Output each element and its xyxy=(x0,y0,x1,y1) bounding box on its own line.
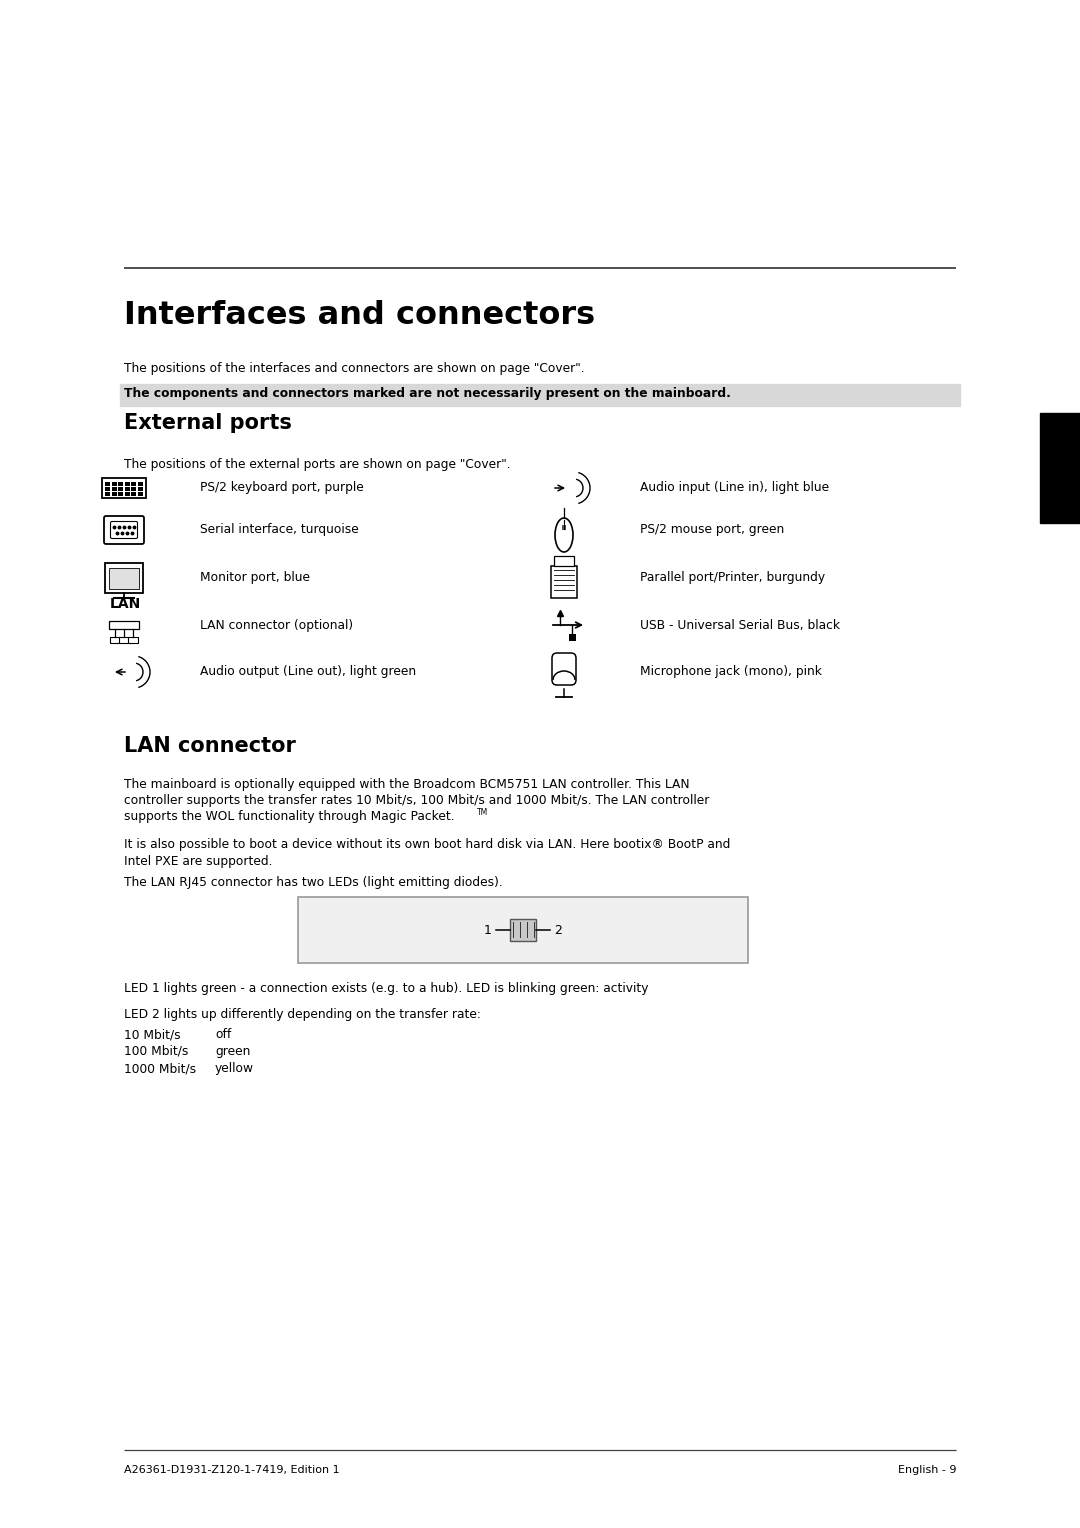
Text: The positions of the external ports are shown on page "Cover".: The positions of the external ports are … xyxy=(124,458,511,471)
Bar xyxy=(109,568,139,588)
Bar xyxy=(118,492,123,495)
Text: controller supports the transfer rates 10 Mbit/s, 100 Mbit/s and 1000 Mbit/s. Th: controller supports the transfer rates 1… xyxy=(124,795,710,807)
Bar xyxy=(562,526,566,530)
Text: English - 9: English - 9 xyxy=(897,1465,956,1475)
Text: off: off xyxy=(215,1028,231,1041)
Bar xyxy=(111,481,117,486)
Text: yellow: yellow xyxy=(215,1062,254,1076)
FancyBboxPatch shape xyxy=(110,521,137,538)
Bar xyxy=(137,481,143,486)
Text: External ports: External ports xyxy=(124,413,292,432)
Text: Audio output (Line out), light green: Audio output (Line out), light green xyxy=(200,666,416,678)
Bar xyxy=(105,487,110,490)
Text: The mainboard is optionally equipped with the Broadcom BCM5751 LAN controller. T: The mainboard is optionally equipped wit… xyxy=(124,778,690,792)
Text: PS/2 keyboard port, purple: PS/2 keyboard port, purple xyxy=(200,481,364,495)
Bar xyxy=(131,492,136,495)
Bar xyxy=(111,492,117,495)
Bar xyxy=(131,481,136,486)
Text: green: green xyxy=(215,1045,251,1057)
Bar xyxy=(1040,413,1080,523)
Bar xyxy=(554,556,573,565)
Text: supports the WOL functionality through Magic Packet.: supports the WOL functionality through M… xyxy=(124,810,455,824)
Text: LAN connector: LAN connector xyxy=(124,736,296,756)
Bar xyxy=(137,492,143,495)
Text: The positions of the interfaces and connectors are shown on page "Cover".: The positions of the interfaces and conn… xyxy=(124,362,584,374)
Bar xyxy=(124,481,130,486)
Text: LED 1 lights green - a connection exists (e.g. to a hub). LED is blinking green:: LED 1 lights green - a connection exists… xyxy=(124,983,648,995)
Bar xyxy=(110,637,120,643)
Text: Monitor port, blue: Monitor port, blue xyxy=(200,571,310,585)
Bar xyxy=(111,487,117,490)
Bar xyxy=(120,384,960,406)
Bar xyxy=(105,562,143,593)
Text: The LAN RJ45 connector has two LEDs (light emitting diodes).: The LAN RJ45 connector has two LEDs (lig… xyxy=(124,876,503,889)
Bar xyxy=(568,634,576,640)
Bar xyxy=(124,492,130,495)
Ellipse shape xyxy=(555,518,573,552)
Bar xyxy=(551,565,577,597)
FancyBboxPatch shape xyxy=(552,652,576,685)
Bar xyxy=(118,487,123,490)
Text: The components and connectors marked are not necessarily present on the mainboar: The components and connectors marked are… xyxy=(124,387,731,400)
Bar xyxy=(124,487,130,490)
Text: Serial interface, turquoise: Serial interface, turquoise xyxy=(200,524,359,536)
Text: 2: 2 xyxy=(554,923,562,937)
Bar xyxy=(510,918,536,941)
Text: PS/2 mouse port, green: PS/2 mouse port, green xyxy=(640,524,784,536)
Bar xyxy=(298,897,748,963)
Text: Parallel port/Printer, burgundy: Parallel port/Printer, burgundy xyxy=(640,571,825,585)
Bar xyxy=(131,487,136,490)
Text: 1: 1 xyxy=(484,923,492,937)
Text: LED 2 lights up differently depending on the transfer rate:: LED 2 lights up differently depending on… xyxy=(124,1008,481,1021)
Text: A26361-D1931-Z120-1-7419, Edition 1: A26361-D1931-Z120-1-7419, Edition 1 xyxy=(124,1465,339,1475)
Text: It is also possible to boot a device without its own boot hard disk via LAN. Her: It is also possible to boot a device wit… xyxy=(124,837,730,868)
Bar xyxy=(118,481,123,486)
Bar xyxy=(105,481,110,486)
Text: 1000 Mbit/s: 1000 Mbit/s xyxy=(124,1062,197,1076)
Bar xyxy=(129,637,138,643)
FancyBboxPatch shape xyxy=(104,516,144,544)
Text: 10 Mbit/s: 10 Mbit/s xyxy=(124,1028,180,1041)
Bar xyxy=(137,487,143,490)
Bar xyxy=(102,478,146,498)
Text: LAN: LAN xyxy=(110,597,141,611)
Text: Interfaces and connectors: Interfaces and connectors xyxy=(124,299,595,332)
Text: Microphone jack (mono), pink: Microphone jack (mono), pink xyxy=(640,666,822,678)
Text: 100 Mbit/s: 100 Mbit/s xyxy=(124,1045,188,1057)
Text: USB - Universal Serial Bus, black: USB - Universal Serial Bus, black xyxy=(640,619,840,631)
Bar xyxy=(119,637,129,643)
Bar xyxy=(105,492,110,495)
Text: Audio input (Line in), light blue: Audio input (Line in), light blue xyxy=(640,481,829,495)
Text: TM: TM xyxy=(477,808,488,817)
Bar xyxy=(109,620,139,630)
Text: LAN connector (optional): LAN connector (optional) xyxy=(200,619,353,631)
